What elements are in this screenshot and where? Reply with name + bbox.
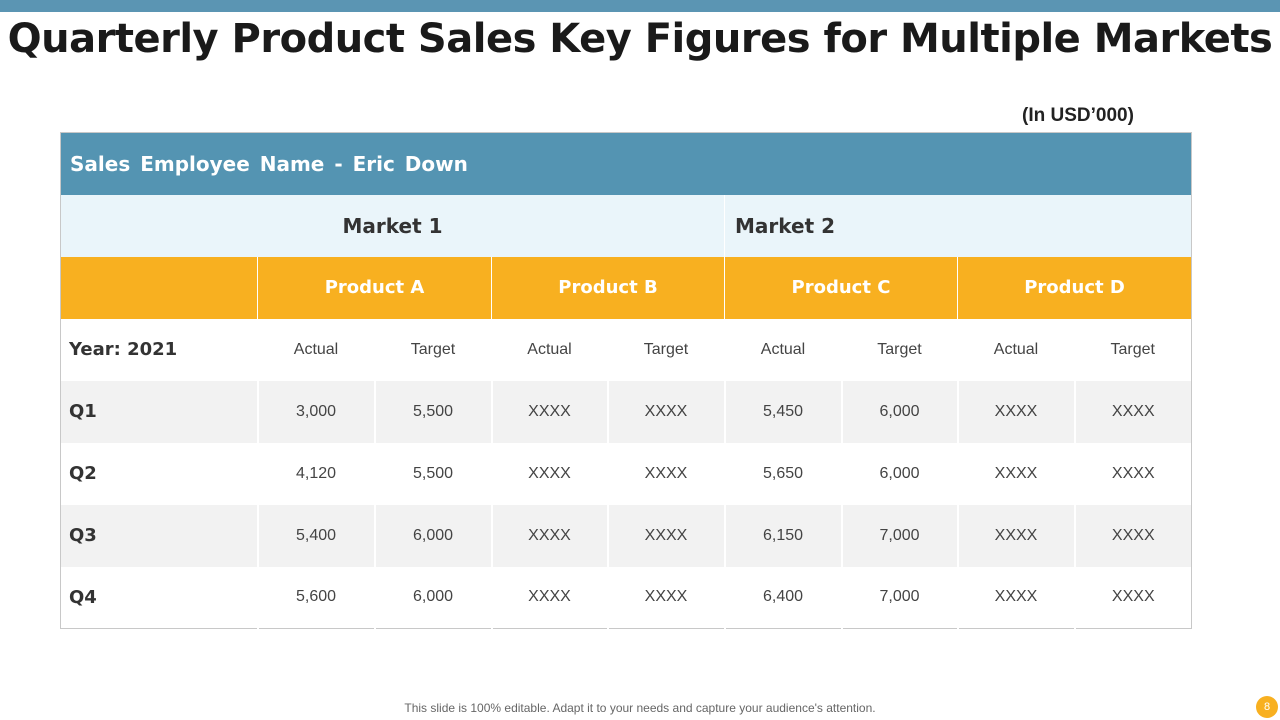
metric-label: Target	[374, 318, 492, 381]
table-cell: 5,500	[373, 380, 492, 443]
table-cell: 6,000	[373, 566, 492, 629]
table-cell: 6,000	[373, 504, 492, 567]
product-corner-cell	[60, 256, 258, 319]
table-cell: XXXX	[956, 442, 1075, 505]
table-cell: XXXX	[1073, 566, 1192, 629]
table-cell: XXXX	[1073, 380, 1192, 443]
table-cell: 7,000	[840, 504, 958, 567]
footer-note: This slide is 100% editable. Adapt it to…	[404, 701, 876, 715]
product-d-header: Product D	[956, 256, 1192, 319]
table-cell: XXXX	[606, 442, 725, 505]
metric-label: Actual	[957, 318, 1075, 381]
product-b-header: Product B	[491, 256, 725, 319]
metric-label: Target	[841, 318, 958, 381]
page-title: Quarterly Product Sales Key Figures for …	[7, 16, 1273, 62]
market-1-header: Market 1	[60, 194, 725, 257]
quarter-label: Q2	[60, 442, 258, 505]
table-cell: XXXX	[606, 504, 725, 567]
table-cell: XXXX	[490, 504, 608, 567]
table-cell: XXXX	[490, 380, 608, 443]
quarter-label: Q1	[60, 380, 258, 443]
table-cell: XXXX	[956, 380, 1075, 443]
table-cell: 4,120	[256, 442, 375, 505]
quarter-label: Q3	[60, 504, 258, 567]
table-row: Q3 5,400 6,000 XXXX XXXX 6,150 7,000 XXX…	[60, 504, 1192, 567]
metric-label: Actual	[257, 318, 375, 381]
table-cell: 3,000	[256, 380, 375, 443]
top-accent-bar	[0, 0, 1280, 12]
table-cell: 5,500	[373, 442, 492, 505]
market-header-row: Market 1 Market 2	[60, 194, 1192, 257]
market-2-header: Market 2	[723, 194, 1192, 257]
metric-label: Actual	[724, 318, 842, 381]
metric-label: Target	[607, 318, 725, 381]
table-row: Q2 4,120 5,500 XXXX XXXX 5,650 6,000 XXX…	[60, 442, 1192, 505]
table-cell: XXXX	[606, 566, 725, 629]
table-cell: 6,000	[840, 380, 958, 443]
metric-label: Target	[1074, 318, 1192, 381]
product-a-header: Product A	[257, 256, 492, 319]
table-cell: 5,400	[256, 504, 375, 567]
table-cell: XXXX	[1073, 442, 1192, 505]
table-cell: 6,000	[840, 442, 958, 505]
unit-label: (In USD’000)	[1022, 105, 1134, 126]
sales-table: Sales Employee Name - Eric Down Market 1…	[60, 132, 1193, 629]
table-cell: XXXX	[956, 504, 1075, 567]
product-header-row: Product A Product B Product C Product D	[60, 256, 1192, 319]
quarter-label: Q4	[60, 566, 258, 629]
table-cell: XXXX	[956, 566, 1075, 629]
table-row: Q4 5,600 6,000 XXXX XXXX 6,400 7,000 XXX…	[60, 566, 1192, 629]
year-label: Year: 2021	[60, 318, 258, 381]
table-cell: 6,400	[723, 566, 842, 629]
table-cell: 6,150	[723, 504, 842, 567]
table-cell: 5,450	[723, 380, 842, 443]
table-cell: 7,000	[840, 566, 958, 629]
product-c-header: Product C	[724, 256, 958, 319]
table-cell: XXXX	[1073, 504, 1192, 567]
year-metric-row: Year: 2021 Actual Target Actual Target A…	[60, 318, 1192, 381]
table-cell: 5,650	[723, 442, 842, 505]
table-cell: XXXX	[490, 442, 608, 505]
table-cell: XXXX	[606, 380, 725, 443]
employee-header-row: Sales Employee Name - Eric Down	[60, 132, 1192, 195]
table-cell: 5,600	[256, 566, 375, 629]
table-row: Q1 3,000 5,500 XXXX XXXX 5,450 6,000 XXX…	[60, 380, 1192, 443]
metric-label: Actual	[491, 318, 608, 381]
table-cell: XXXX	[490, 566, 608, 629]
page-number-badge: 8	[1256, 696, 1278, 718]
employee-name-cell: Sales Employee Name - Eric Down	[60, 132, 1192, 195]
